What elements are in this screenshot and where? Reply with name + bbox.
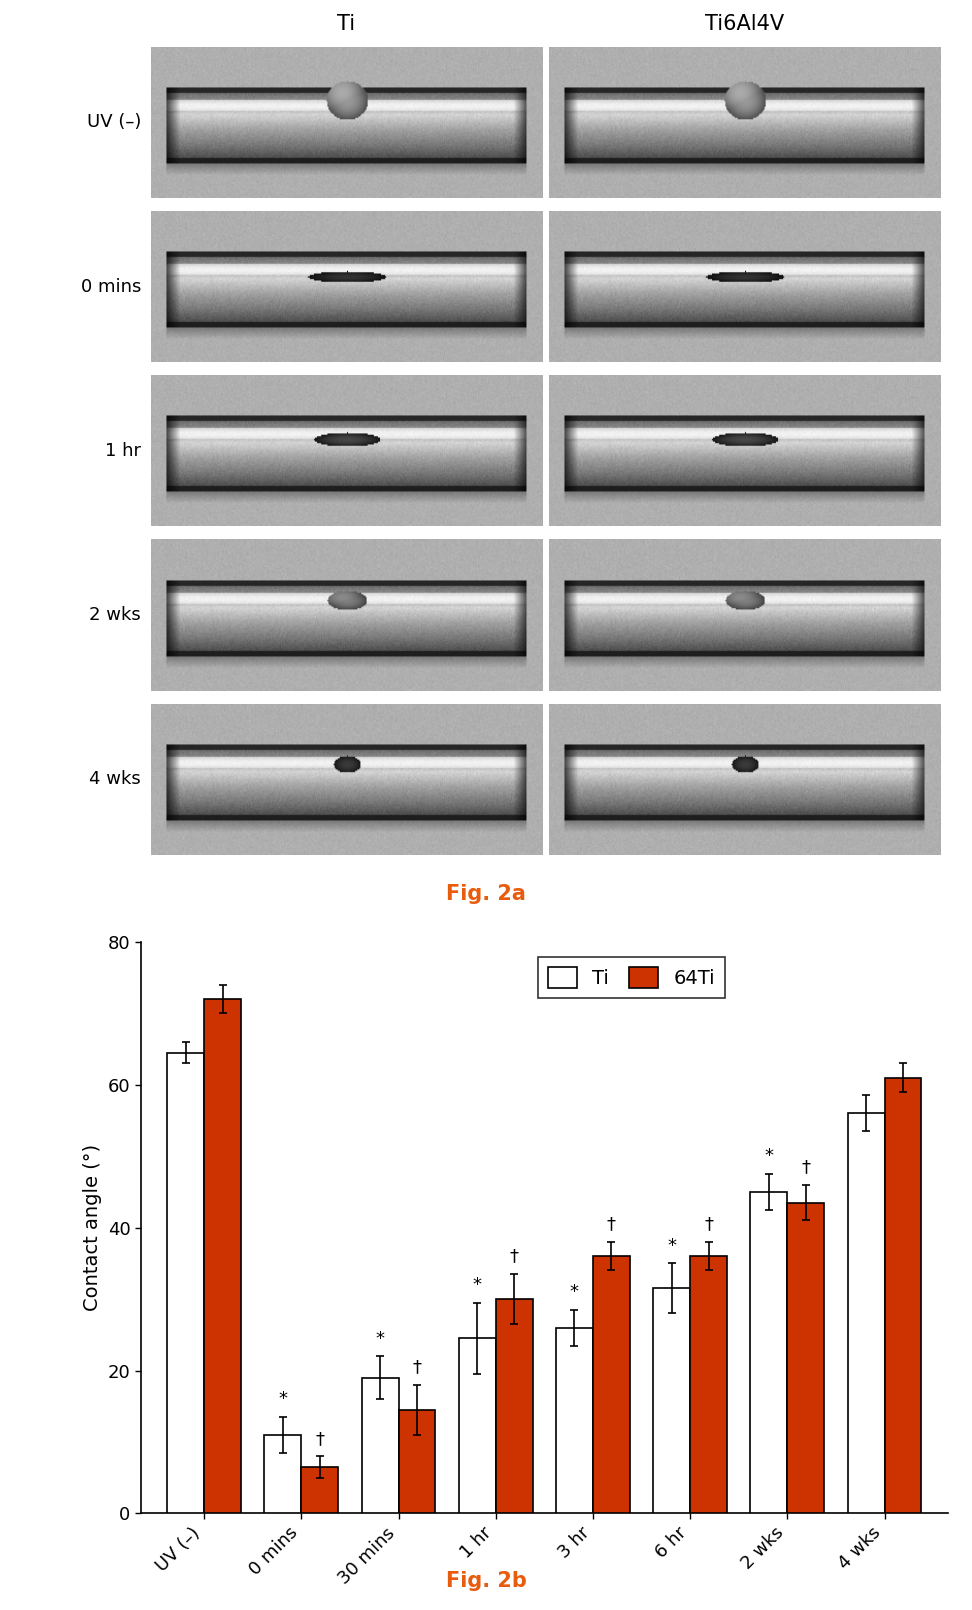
Text: UV (–): UV (–) — [87, 113, 141, 132]
Bar — [204, 998, 241, 1513]
Text: *: * — [570, 1283, 579, 1301]
Text: †: † — [607, 1216, 616, 1233]
Bar — [593, 1256, 630, 1513]
Legend: Ti, 64Ti: Ti, 64Ti — [538, 958, 725, 998]
Bar — [362, 1378, 399, 1513]
Bar — [787, 1203, 824, 1513]
Text: *: * — [667, 1236, 677, 1254]
Text: 2 wks: 2 wks — [89, 605, 141, 625]
Text: Ti6Al4V: Ti6Al4V — [706, 14, 784, 34]
Text: †: † — [509, 1248, 519, 1265]
Bar — [653, 1288, 690, 1513]
Bar — [690, 1256, 727, 1513]
Text: *: * — [375, 1330, 385, 1348]
Bar — [848, 1114, 885, 1513]
Bar — [264, 1435, 301, 1513]
Text: *: * — [764, 1148, 774, 1166]
Text: 1 hr: 1 hr — [105, 441, 141, 460]
Bar — [399, 1410, 435, 1513]
Bar — [496, 1299, 533, 1513]
Text: Ti: Ti — [337, 14, 356, 34]
Text: *: * — [472, 1277, 482, 1294]
Bar — [750, 1191, 787, 1513]
Text: Fig. 2b: Fig. 2b — [445, 1571, 527, 1591]
Bar — [885, 1077, 921, 1513]
Text: †: † — [704, 1216, 713, 1233]
Bar — [167, 1053, 204, 1513]
Text: Fig. 2a: Fig. 2a — [446, 884, 526, 903]
Text: †: † — [315, 1430, 325, 1447]
Y-axis label: Contact angle (°): Contact angle (°) — [84, 1145, 102, 1311]
Text: †: † — [801, 1158, 811, 1177]
Bar — [301, 1467, 338, 1513]
Text: 4 wks: 4 wks — [89, 770, 141, 789]
Text: *: * — [278, 1391, 288, 1409]
Bar — [556, 1328, 593, 1513]
Text: †: † — [412, 1359, 422, 1377]
Bar — [459, 1338, 496, 1513]
Text: 0 mins: 0 mins — [81, 277, 141, 296]
